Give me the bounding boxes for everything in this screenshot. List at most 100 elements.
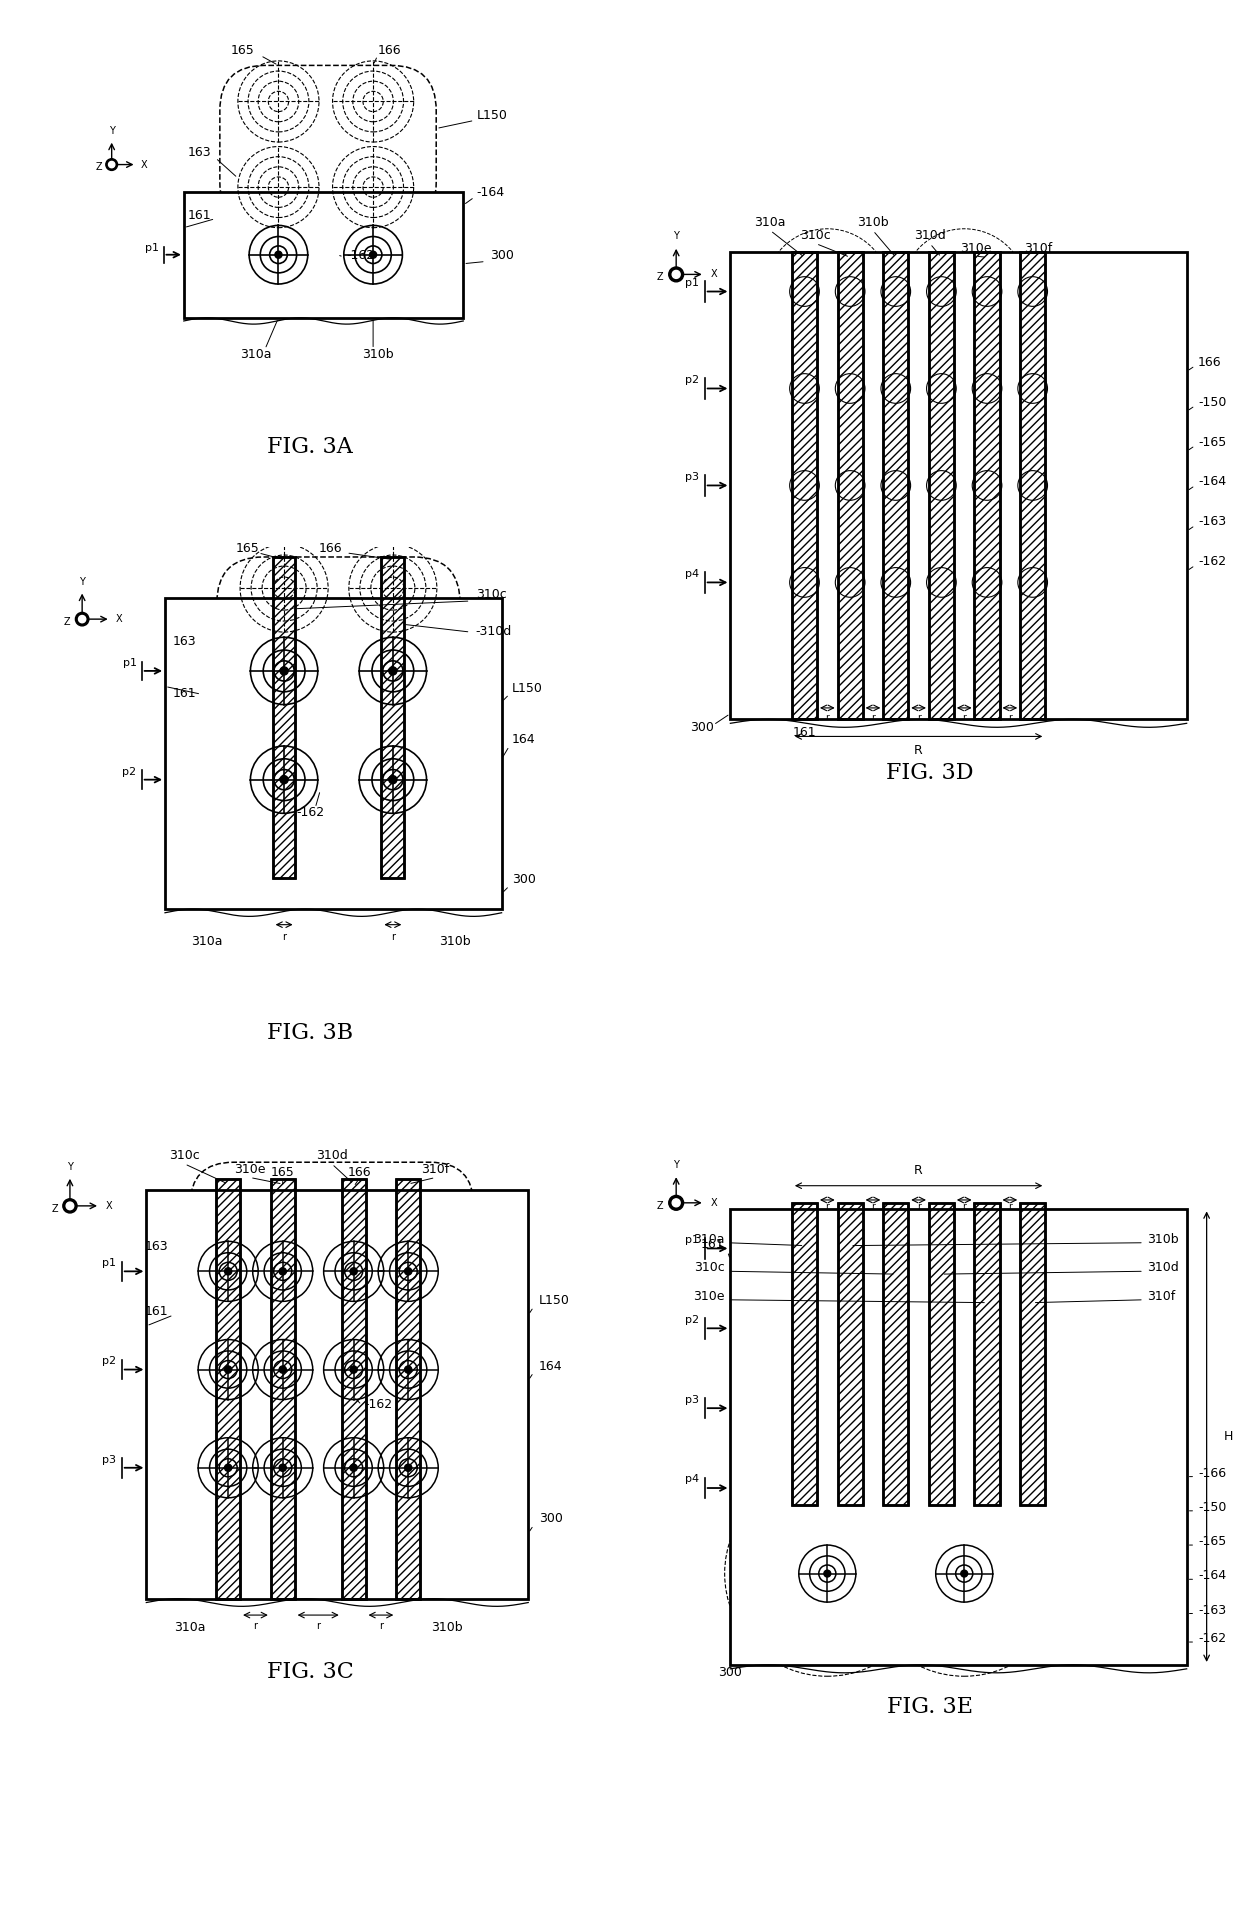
- Bar: [146, 1189, 528, 1600]
- Text: r: r: [1008, 713, 1012, 723]
- Bar: [382, 556, 404, 878]
- Text: p4: p4: [684, 570, 699, 579]
- Circle shape: [672, 270, 681, 278]
- Text: -162: -162: [1198, 556, 1226, 568]
- Text: R: R: [914, 744, 923, 756]
- Circle shape: [63, 1199, 77, 1212]
- Text: X: X: [105, 1201, 112, 1210]
- Text: 166: 166: [319, 541, 342, 554]
- Text: 310a: 310a: [693, 1233, 724, 1247]
- Text: 300: 300: [689, 721, 714, 735]
- Text: Z: Z: [64, 618, 71, 627]
- Text: 165: 165: [270, 1166, 295, 1180]
- Text: 166: 166: [378, 44, 402, 58]
- Bar: [792, 251, 817, 719]
- Text: r: r: [283, 932, 286, 942]
- Circle shape: [105, 159, 118, 171]
- Bar: [184, 192, 464, 318]
- Text: 164: 164: [539, 1360, 563, 1373]
- Bar: [975, 251, 999, 719]
- Text: -150: -150: [1198, 1500, 1226, 1513]
- Text: 310b: 310b: [439, 936, 471, 947]
- Text: r: r: [962, 1201, 966, 1210]
- Circle shape: [823, 1571, 831, 1577]
- Text: 310b: 310b: [1147, 1233, 1178, 1247]
- Circle shape: [961, 1571, 967, 1577]
- Text: 166: 166: [347, 1166, 371, 1180]
- Circle shape: [350, 1366, 357, 1373]
- Text: 164: 164: [512, 733, 536, 746]
- Circle shape: [279, 1268, 286, 1275]
- Text: Z: Z: [95, 161, 102, 173]
- Bar: [837, 1203, 863, 1506]
- Bar: [342, 1178, 366, 1600]
- Text: 300: 300: [512, 873, 536, 886]
- Text: r: r: [870, 713, 875, 723]
- Circle shape: [668, 267, 683, 282]
- Bar: [929, 251, 954, 719]
- Text: p1: p1: [123, 658, 136, 667]
- Bar: [216, 1178, 241, 1600]
- Text: Z: Z: [657, 1201, 663, 1210]
- Bar: [975, 251, 999, 719]
- Text: 310d: 310d: [316, 1149, 347, 1162]
- Circle shape: [404, 1268, 412, 1275]
- Text: 310d: 310d: [1147, 1262, 1178, 1274]
- Text: 163: 163: [172, 635, 196, 648]
- Circle shape: [672, 1199, 681, 1206]
- Bar: [883, 1203, 909, 1506]
- Text: -162: -162: [365, 1398, 393, 1412]
- Text: -163: -163: [1198, 516, 1226, 527]
- Text: -164: -164: [476, 186, 505, 199]
- Text: 310e: 310e: [234, 1162, 265, 1176]
- Text: R: R: [914, 1164, 923, 1178]
- Text: Y: Y: [673, 1160, 680, 1170]
- Circle shape: [350, 1463, 357, 1471]
- Text: 300: 300: [539, 1511, 563, 1525]
- Bar: [975, 1203, 999, 1506]
- Circle shape: [668, 1195, 683, 1210]
- Text: L150: L150: [512, 681, 543, 694]
- Bar: [792, 251, 817, 719]
- Bar: [837, 251, 863, 719]
- Text: 310a: 310a: [241, 349, 272, 361]
- Text: 310c: 310c: [476, 589, 506, 602]
- Bar: [342, 1178, 366, 1600]
- Bar: [929, 251, 954, 719]
- Text: FIG. 3E: FIG. 3E: [887, 1696, 973, 1719]
- Text: 310a: 310a: [754, 217, 786, 228]
- Text: FIG. 3A: FIG. 3A: [267, 435, 353, 458]
- Circle shape: [109, 161, 115, 167]
- Text: 310b: 310b: [430, 1621, 463, 1634]
- Circle shape: [404, 1366, 412, 1373]
- Text: 310a: 310a: [174, 1621, 206, 1634]
- Bar: [1021, 251, 1045, 719]
- Text: p1: p1: [145, 244, 159, 253]
- Bar: [975, 1203, 999, 1506]
- Text: r: r: [391, 932, 394, 942]
- Text: X: X: [711, 1199, 717, 1208]
- Bar: [883, 251, 909, 719]
- Text: 161: 161: [701, 1239, 724, 1251]
- Circle shape: [279, 1366, 286, 1373]
- Text: p3: p3: [684, 472, 699, 481]
- Text: r: r: [253, 1621, 258, 1630]
- Circle shape: [280, 667, 288, 675]
- Text: FIG. 3D: FIG. 3D: [887, 761, 973, 784]
- Circle shape: [224, 1268, 232, 1275]
- Bar: [270, 1178, 295, 1600]
- Text: 161: 161: [172, 687, 196, 700]
- Text: Y: Y: [79, 577, 86, 587]
- Bar: [730, 1208, 1187, 1665]
- Text: 310e: 310e: [960, 242, 992, 255]
- Text: r: r: [1008, 1201, 1012, 1210]
- Bar: [397, 1178, 420, 1600]
- Text: 163: 163: [145, 1239, 169, 1252]
- Text: 310f: 310f: [1147, 1289, 1176, 1302]
- Text: Z: Z: [51, 1205, 58, 1214]
- Circle shape: [275, 251, 281, 259]
- Bar: [792, 1203, 817, 1506]
- Bar: [1021, 1203, 1045, 1506]
- Text: 165: 165: [236, 541, 259, 554]
- Circle shape: [389, 775, 397, 784]
